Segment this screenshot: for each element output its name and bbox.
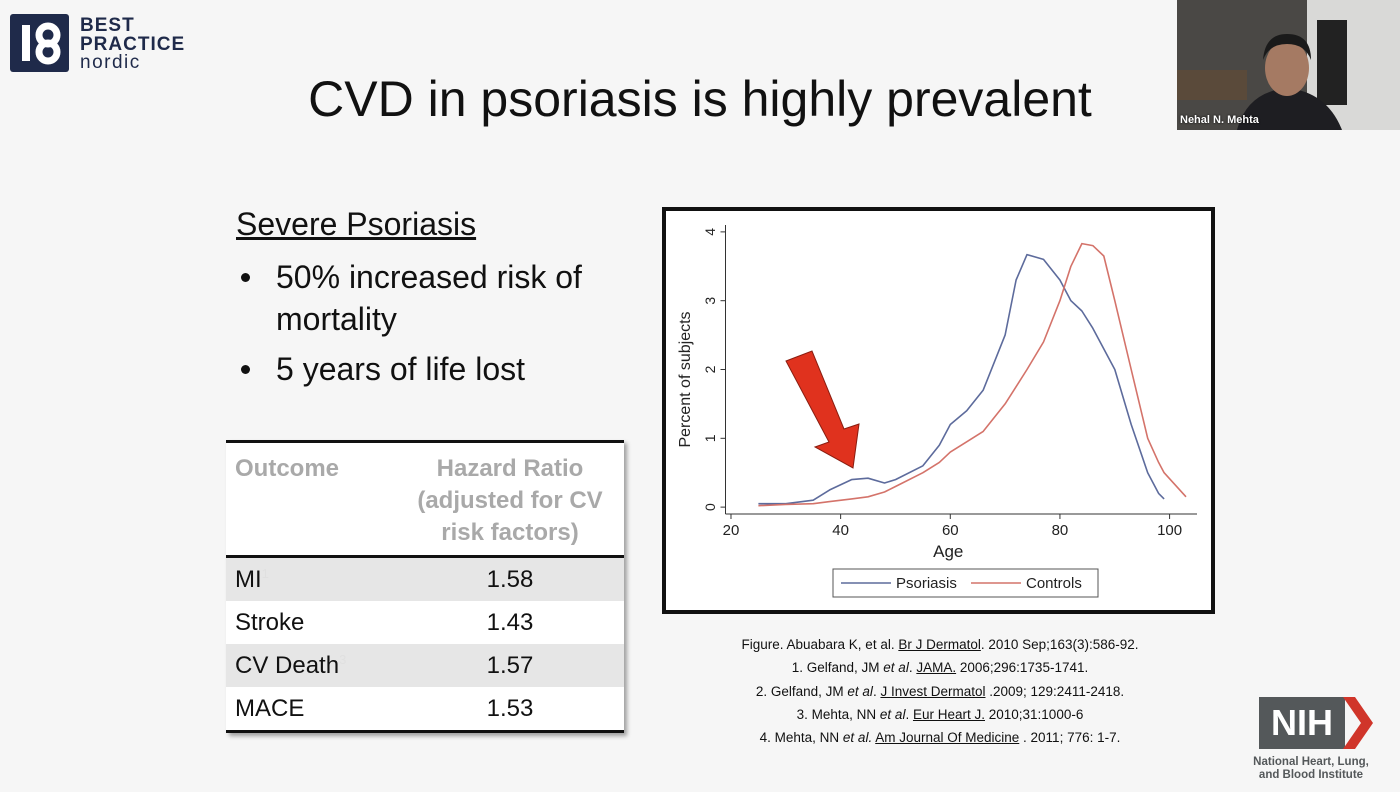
- slide-title: CVD in psoriasis is highly prevalent: [308, 71, 1092, 127]
- webcam-feed: Nehal N. Mehta: [1177, 0, 1400, 130]
- x-tick-label: 60: [942, 522, 959, 539]
- x-axis-label: Age: [933, 542, 963, 561]
- references: Figure. Abuabara K, et al. Br J Dermatol…: [660, 633, 1220, 749]
- reference-part: et al: [847, 683, 873, 699]
- table-row: CV Death3 1.57: [226, 644, 624, 687]
- nih-caption-line: and Blood Institute: [1258, 769, 1364, 781]
- footnote-ref: 3: [339, 651, 347, 667]
- y-tick-label: 2: [702, 365, 718, 373]
- reference-part: 1. Gelfand, JM: [791, 660, 884, 676]
- bullet: 5 years of life lost: [236, 348, 626, 390]
- outcome-label: Stroke: [235, 608, 305, 636]
- outcome-label: MI: [235, 565, 262, 593]
- chart: 0 1 2 3 4 20 40 60 80 100 Age Percent of subjects Ps…: [677, 225, 1197, 598]
- series-line: [758, 242, 1187, 507]
- bullet-list: 50% increased risk of mortality 5 years …: [236, 256, 626, 398]
- table-header: Hazard Ratio (adjusted for CV risk facto…: [396, 441, 624, 558]
- nih-caption-line: National Heart, Lung,: [1253, 756, 1369, 768]
- logo-text: nordic: [80, 52, 141, 73]
- table-row: MI1 1.58: [226, 556, 624, 601]
- outcome-cell: MI1: [226, 556, 396, 601]
- hazard-ratio: 1.43: [486, 608, 534, 636]
- reference-part: . 2011; 776: 1-7.: [1019, 730, 1121, 746]
- nih-caption: National Heart, Lung, and Blood Institut…: [1226, 756, 1396, 782]
- reference: 2. Gelfand, JM et al. J Invest Dermatol …: [660, 680, 1220, 703]
- table-row: MACE 1.53: [226, 687, 624, 732]
- outcome-cell: MACE: [226, 687, 396, 732]
- reference-part: Eur Heart J.: [912, 706, 985, 722]
- logo-glyph: [22, 22, 61, 65]
- table-header: Outcome: [226, 441, 396, 558]
- y-tick-label: 3: [702, 297, 718, 305]
- y-tick-label: 1: [702, 434, 718, 442]
- reference-part: 2. Gelfand, JM: [755, 683, 848, 699]
- hazard-ratio: 1.57: [396, 644, 624, 687]
- reference-part: J Invest Dermatol: [880, 683, 986, 699]
- hazard-table: Outcome Hazard Ratio (adjusted for CV ri…: [226, 440, 624, 733]
- nih-chevron: [1343, 697, 1373, 749]
- outcome-cell: Stroke: [226, 601, 396, 644]
- reference-part: . 2010 Sep;163(3):586-92.: [980, 637, 1139, 652]
- logo-text: BEST: [80, 15, 135, 36]
- nih-logo: NIH: [1259, 697, 1345, 749]
- y-tick-label: 0: [702, 503, 718, 511]
- reference: 3. Mehta, NN et al. Eur Heart J. 2010;31…: [660, 703, 1220, 726]
- x-tick-label: 20: [723, 522, 740, 539]
- logo-text: PRACTICE: [80, 34, 186, 55]
- reference-part: 3. Mehta, NN: [796, 706, 880, 722]
- reference-part: .: [872, 683, 881, 699]
- subheading: Severe Psoriasis: [236, 206, 477, 242]
- reference-part: .: [908, 660, 917, 676]
- y-axis-label: Percent of subjects: [677, 311, 694, 447]
- reference: Figure. Abuabara K, et al. Br J Dermatol…: [660, 633, 1220, 656]
- bullet: 50% increased risk of mortality: [236, 256, 626, 340]
- reference-part: JAMA.: [916, 660, 957, 676]
- table-row: Stroke 1.43: [226, 601, 624, 644]
- table-body: MI1 1.58 Stroke 1.43 CV Death3 1.57 MACE 1.53: [226, 556, 624, 732]
- reference-part: .2009; 129:2411-2418.: [985, 683, 1125, 699]
- outcome-cell: CV Death3: [226, 644, 396, 687]
- reference-part: et al: [883, 660, 909, 676]
- reference-part: .: [905, 706, 913, 722]
- reference-part: et al.: [842, 730, 873, 746]
- series-line: [758, 253, 1165, 505]
- reference-part: 4. Mehta, NN: [759, 730, 843, 746]
- x-tick-label: 40: [832, 522, 849, 539]
- logo-mark: [10, 14, 69, 72]
- participant-name: Nehal N. Mehta: [1180, 114, 1259, 126]
- outcome-label: CV Death: [235, 651, 340, 679]
- hazard-ratio: 1.58: [396, 556, 624, 601]
- reference: 4. Mehta, NN et al. Am Journal Of Medici…: [660, 726, 1220, 749]
- legend-label: Psoriasis: [896, 575, 957, 592]
- reference-part: Br J Dermatol: [898, 637, 981, 652]
- legend-label: Controls: [1026, 575, 1082, 592]
- pointer-arrow: [785, 350, 860, 469]
- footnote-ref: 1: [261, 565, 269, 581]
- y-tick-label: 4: [702, 228, 718, 236]
- hazard-ratio: 1.53: [486, 694, 534, 722]
- reference-part: Figure. Abuabara K, et al.: [741, 637, 899, 652]
- outcome-label: MACE: [235, 694, 305, 722]
- reference-part: 2010;31:1000-6: [985, 706, 1084, 722]
- webcam-scene: [1177, 0, 1400, 130]
- reference: 1. Gelfand, JM et al. JAMA. 2006;296:173…: [660, 656, 1220, 679]
- reference-part: Am Journal Of Medicine: [875, 730, 1020, 746]
- chart-frame: 0 1 2 3 4 20 40 60 80 100 Age Percent of subjects Ps…: [662, 207, 1215, 614]
- x-tick-label: 80: [1052, 522, 1069, 539]
- reference-part: 2006;296:1735-1741.: [956, 660, 1089, 676]
- x-tick-label: 100: [1157, 522, 1182, 539]
- reference-part: et al: [879, 706, 906, 722]
